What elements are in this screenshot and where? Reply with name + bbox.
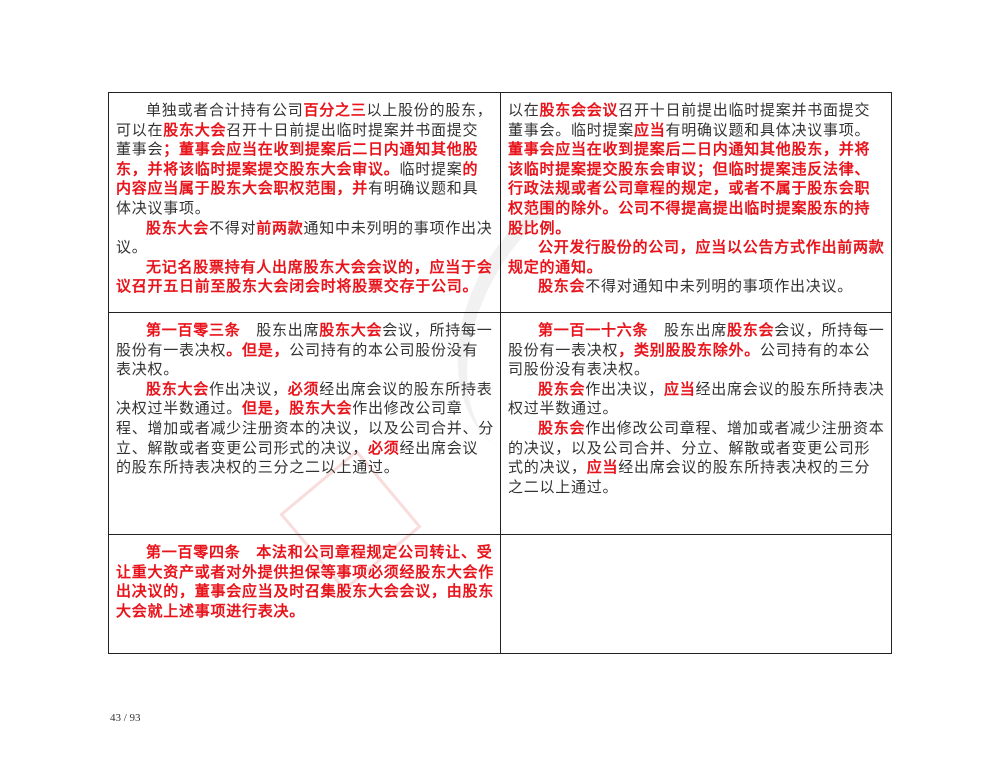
table-row: 第一百零四条 本法和公司章程规定公司转让、受让重大资产或者对外提供担保等事项必须… [109,535,891,653]
body-text: 会议，所持每一股份有一表决权 [116,321,493,359]
body-text: 召开十日前提出临时提案并书面提交董事会 [116,120,479,159]
body-text: 召开十日前提出临时提案并书面提交董事会。临时提案 [508,101,871,139]
body-text: 临时提案 [399,159,463,178]
paragraph: 股东大会不得对前两款通知中未列明的事项作出决议。 [116,219,494,258]
highlighted-text: 股东大会 [146,379,210,398]
highlighted-text: 股东会 [538,379,586,398]
highlighted-text: 前两款 [256,218,304,237]
highlighted-text: 第一百零四条 本法和公司章程规定公司转让、受让重大资产或者对外提供担保等事项必须… [116,543,495,620]
table-row: 第一百零三条 股东出席股东大会会议，所持每一股份有一表决权。但是，公司持有的本公… [109,313,891,535]
body-text: 以上股份的股东，可以在 [116,101,493,139]
paragraph: 第一百一十六条 股东出席股东会会议，所持每一股份有一表决权，类别股股东除外。公司… [508,321,885,380]
highlighted-text: 股东大会 [163,120,227,139]
body-text: 不得对 [209,218,257,237]
body-text: 有明确议题和具体决议事项。 [665,120,871,139]
highlighted-text: 无记名股票持有人出席股东大会会议的，应当于会议召开五日前至股东大会闭会时将股票交… [116,257,493,296]
body-text: 公司持有的本公司股份没有表决权。 [116,340,479,379]
highlighted-text: 的内容应当属于股东大会职权范围，并 [116,159,479,198]
body-text: 以在 [508,101,540,119]
new-law-cell: 第一百一十六条 股东出席股东会会议，所持每一股份有一表决权，类别股股东除外。公司… [500,313,891,534]
comparison-table: 单独或者合计持有公司百分之三以上股份的股东，可以在股东大会召开十日前提出临时提案… [108,92,892,654]
highlighted-text: 股东会 [727,321,775,339]
highlighted-text: 股东会 [538,277,586,296]
highlighted-text: 百分之三 [303,101,367,119]
body-text: 单独或者合计持有公司 [146,101,304,119]
highlighted-text: 股东大会 [146,218,210,237]
body-text: 作出修改公司章程、增加或者减少注册资本的决议，以及公司合并、分立、解散或者变更公… [508,418,885,477]
paragraph: 第一百零四条 本法和公司章程规定公司转让、受让重大资产或者对外提供担保等事项必须… [116,543,494,621]
highlighted-text: 应当 [634,120,666,139]
body-text: 经出席会议的股东所持表决权的三分之二以上通过。 [508,458,871,496]
highlighted-text: 股东大会 [319,321,383,339]
body-text: 有明确议题和具体决议事项。 [116,179,479,217]
paragraph: 公开发行股份的公司，应当以公告方式作出前两款规定的通知。 [508,238,885,277]
highlighted-text: 必须 [368,438,400,457]
highlighted-text: 应当 [586,458,619,477]
body-text: 作出修改公司章程、增加或者减少注册资本的决议，以及公司合并、分立、解散或者变更公… [116,399,495,457]
highlighted-text: 公开发行股份的公司，应当以公告方式作出前两款规定的通知。 [508,238,885,276]
paragraph: 无记名股票持有人出席股东大会会议的，应当于会议召开五日前至股东大会闭会时将股票交… [116,258,494,297]
old-law-cell: 第一百零四条 本法和公司章程规定公司转让、受让重大资产或者对外提供担保等事项必须… [109,535,500,653]
paragraph: 股东会不得对通知中未列明的事项作出决议。 [508,277,885,297]
body-text: 作出决议， [209,379,288,398]
highlighted-text: 应当 [664,379,696,398]
paragraph: 股东会作出决议，应当经出席会议的股东所持表决权过半数通过。 [508,380,885,419]
body-text: 经出席会议的股东所持表决权过半数通过。 [508,379,885,418]
highlighted-text: 第一百一十六条 [538,321,649,339]
old-law-cell: 第一百零三条 股东出席股东大会会议，所持每一股份有一表决权。但是，公司持有的本公… [109,313,500,534]
paragraph: 股东大会作出决议，必须经出席会议的股东所持表决权过半数通过。但是，股东大会作出修… [116,380,494,478]
highlighted-text: 第一百零三条 [146,321,241,339]
body-text: 公司持有的本公司股份没有表决权。 [508,340,871,379]
highlighted-text: ；董事会应当在收到提案后二日内通知其他股东，并将该临时提案提交股东大会审议。 [116,140,479,178]
body-text: 会议，所持每一股份有一表决权 [508,321,885,359]
body-text: 股东出席 [648,321,728,339]
highlighted-text: 。但是， [226,340,290,359]
body-text: 经出席会议的股东所持表决权过半数通过。 [116,379,493,418]
highlighted-text: 但是，股东大会 [242,399,353,418]
highlighted-text: ，类别股股东除外。 [618,340,761,359]
body-text: 股东出席 [240,321,320,339]
new-law-cell [500,535,891,653]
new-law-cell: 以在股东会会议召开十日前提出临时提案并书面提交董事会。临时提案应当有明确议题和具… [500,93,891,312]
highlighted-text: 股东会 [538,418,586,437]
paragraph: 单独或者合计持有公司百分之三以上股份的股东，可以在股东大会召开十日前提出临时提案… [116,101,494,219]
paragraph: 第一百零三条 股东出席股东大会会议，所持每一股份有一表决权。但是，公司持有的本公… [116,321,494,380]
old-law-cell: 单独或者合计持有公司百分之三以上股份的股东，可以在股东大会召开十日前提出临时提案… [109,93,500,312]
paragraph: 以在股东会会议召开十日前提出临时提案并书面提交董事会。临时提案应当有明确议题和具… [508,101,885,238]
highlighted-text: 董事会应当在收到提案后二日内通知其他股东，并将该临时提案提交股东会审议；但临时提… [508,140,871,237]
highlighted-text: 股东会会议 [539,101,619,119]
paragraph: 股东会作出修改公司章程、增加或者减少注册资本的决议，以及公司合并、分立、解散或者… [508,419,885,497]
body-text: 不得对通知中未列明的事项作出决议。 [585,277,854,296]
table-row: 单独或者合计持有公司百分之三以上股份的股东，可以在股东大会召开十日前提出临时提案… [109,93,891,313]
body-text: 通知中未列明的事项作出决议。 [116,218,493,257]
body-text: 经出席会议的股东所持表决权的三分之二以上通过。 [116,438,479,477]
page-number: 43 / 93 [110,712,141,724]
highlighted-text: 必须 [287,379,320,398]
body-text: 作出决议， [585,379,665,398]
